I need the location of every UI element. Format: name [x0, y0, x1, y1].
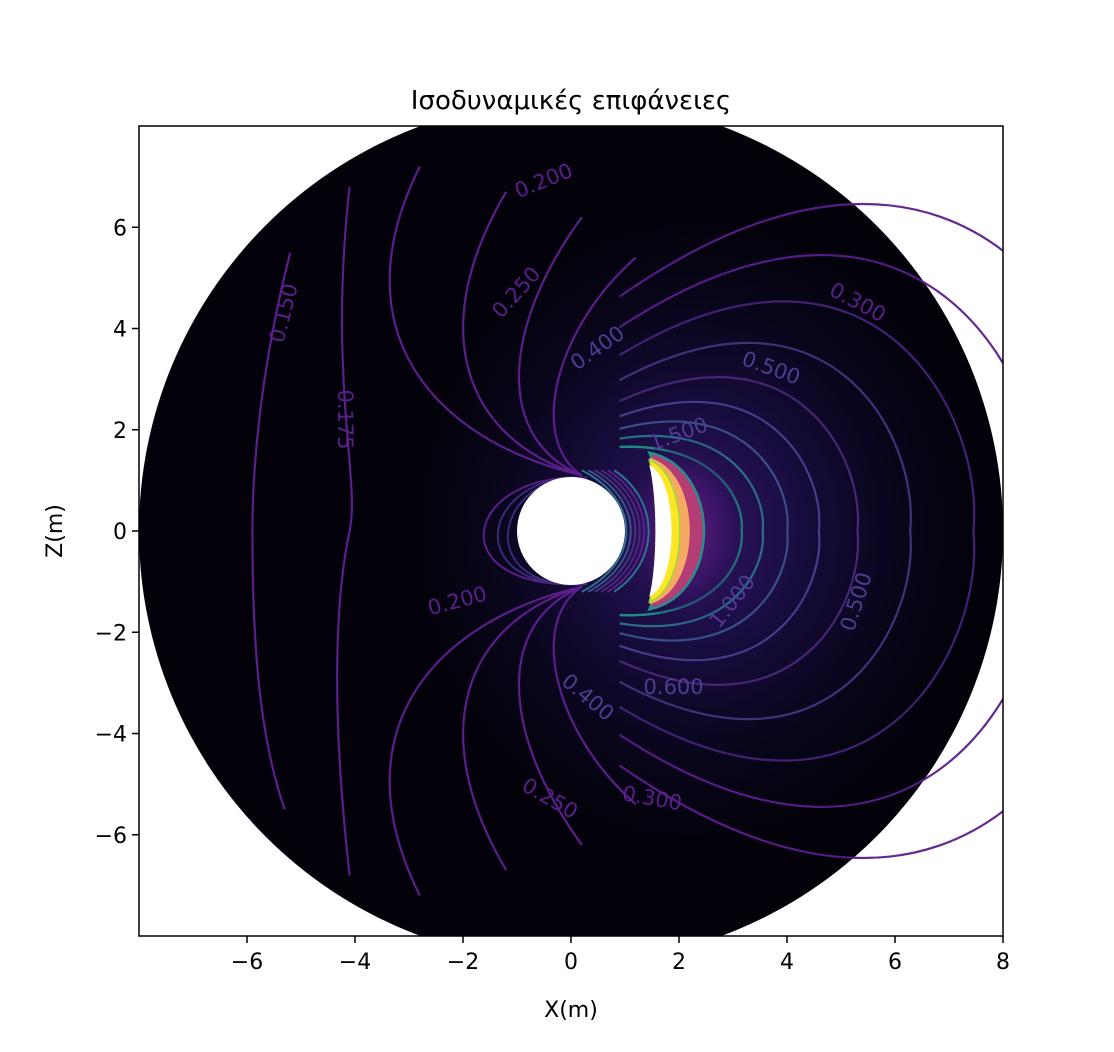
chart-title: Ισοδυναμικές επιφάνειες [411, 86, 731, 116]
contour-line [462, 585, 583, 871]
x-tick-label: −2 [447, 950, 479, 975]
x-axis-label: X(m) [544, 998, 598, 1023]
contour-line [517, 585, 583, 846]
contour-line [496, 476, 588, 586]
contour-line [619, 376, 860, 686]
x-tick-label: 0 [564, 950, 578, 975]
x-tick-label: 2 [672, 950, 686, 975]
crescent-core [649, 465, 672, 597]
contour-line [607, 469, 646, 593]
crescent-region [581, 434, 750, 628]
x-tick-label: −4 [339, 950, 371, 975]
contour-line [619, 400, 821, 662]
contour-line [388, 166, 583, 477]
contour-label: 0.600 [644, 675, 704, 699]
x-tick-label: 4 [780, 950, 794, 975]
contour-line [462, 191, 583, 477]
contour-line [482, 476, 588, 586]
contour-line [619, 341, 912, 721]
contour-line [619, 300, 976, 762]
x-tick-label: −6 [231, 950, 263, 975]
y-tick-label: −4 [95, 723, 127, 748]
y-tick-label: 2 [113, 419, 127, 444]
contour-line [618, 254, 1003, 808]
contour-line [587, 469, 632, 593]
y-tick-label: −6 [95, 824, 127, 849]
y-axis-ticks: 6 4 2 0 −2 −4 −6 [95, 216, 139, 849]
y-tick-label: 0 [113, 520, 127, 545]
y-tick-label: 6 [113, 216, 127, 241]
contour-line [613, 469, 650, 593]
contour-line [581, 469, 628, 593]
contour-line [619, 420, 789, 642]
x-axis-ticks: −6 −4 −2 0 2 4 6 8 [231, 936, 1010, 975]
inner-hole [517, 477, 625, 585]
contour-line [517, 216, 583, 477]
contour-line [618, 202, 1003, 860]
contour-line [552, 585, 637, 806]
contour-line [594, 469, 637, 593]
contour-line [552, 256, 637, 477]
x-tick-label: 6 [888, 950, 902, 975]
y-tick-label: −2 [95, 621, 127, 646]
contour-line [388, 585, 583, 896]
contour-label: 0.175 [333, 390, 357, 450]
contour-line [336, 186, 353, 876]
y-axis-label: Z(m) [43, 504, 68, 558]
contour-line [251, 252, 292, 810]
contour-line [600, 469, 641, 593]
y-tick-label: 4 [113, 318, 127, 343]
x-tick-label: 8 [996, 950, 1010, 975]
